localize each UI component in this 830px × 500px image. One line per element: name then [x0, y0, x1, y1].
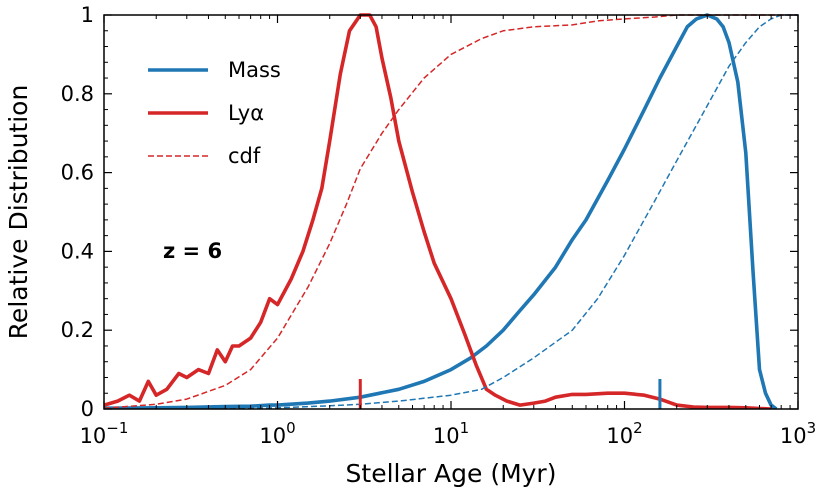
series-line-4: [104, 14, 798, 409]
y-axis-title: Relative Distribution: [4, 85, 33, 340]
series-line-2: [104, 13, 772, 409]
x-tick-label: 101: [433, 419, 469, 448]
series-line-3: [104, 14, 798, 409]
redshift-annotation: z = 6: [163, 239, 222, 263]
legend-label-3: cdf: [228, 144, 261, 168]
plot-frame: [103, 14, 799, 410]
y-tick-label: 0.2: [61, 318, 94, 342]
legend-label-1: Mass: [228, 58, 281, 82]
y-tick-label: 0: [81, 397, 94, 421]
marker-layer: [358, 379, 662, 409]
y-tick-label: 1: [81, 3, 94, 27]
y-tick-label: 0.8: [61, 82, 94, 106]
x-tick-label: 103: [780, 419, 816, 448]
series-line-1: [104, 13, 778, 409]
y-tick-label: 0.6: [61, 161, 94, 185]
x-tick-label: 102: [606, 419, 642, 448]
y-tick-label: 0.4: [61, 239, 94, 263]
series-layer: [104, 13, 798, 409]
x-axis-title: Stellar Age (Myr): [346, 459, 557, 488]
tick-layer: 10−1 100 101 102 103 0 0.2 0.4 0.6 0.8 1: [61, 3, 817, 448]
legend: Mass Lyα cdf: [148, 58, 281, 168]
x-tick-label: 10−1: [80, 419, 129, 448]
x-tick-label: 100: [259, 419, 295, 448]
legend-label-2: Lyα: [228, 101, 264, 125]
